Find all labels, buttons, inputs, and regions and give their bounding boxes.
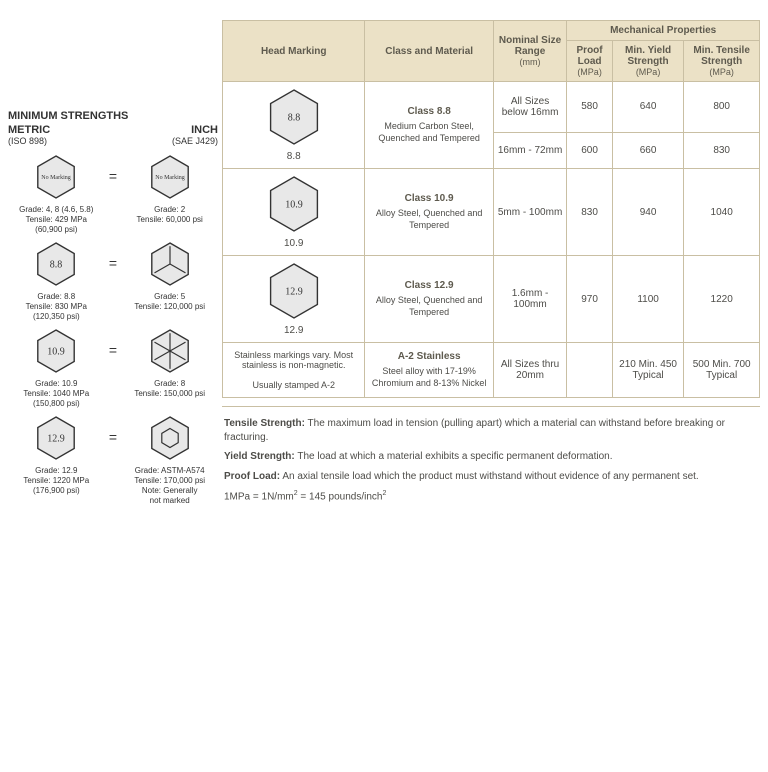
hexagon-icon [147, 415, 193, 461]
inch-text: Grade: 5Tensile: 120,000 psi [121, 292, 218, 312]
metric-text: Grade: 12.9Tensile: 1220 MPa(176,900 psi… [8, 466, 105, 496]
inch-text: Grade: ASTM-A574Tensile: 170,000 psiNote… [121, 466, 218, 506]
hexagon-icon: 12.9 [33, 415, 79, 461]
cell-range: 5mm - 100mm [493, 169, 567, 256]
cell-yield: 1100 [612, 256, 684, 343]
inch-sub: (SAE J429) [117, 136, 218, 146]
comparison-row: 10.9 Grade: 10.9Tensile: 1040 MPa(150,800… [8, 328, 218, 409]
cell-range: All Sizes thru 20mm [493, 343, 567, 398]
cell-tensile: 800 [684, 82, 760, 133]
metric-sub: (ISO 898) [8, 136, 109, 146]
inch-text: Grade: 2Tensile: 60,000 psi [121, 205, 218, 225]
cell-yield: 640 [612, 82, 684, 133]
table-row: 12.912.9Class 12.9Alloy Steel, Quenched … [223, 256, 760, 343]
metric-label: METRIC [8, 124, 109, 136]
svg-text:No Marking: No Marking [42, 175, 72, 181]
svg-text:10.9: 10.9 [285, 199, 303, 210]
inch-text: Grade: 8Tensile: 150,000 psi [121, 379, 218, 399]
inch-label: INCH [117, 124, 218, 136]
strength-table: Head Marking Class and Material Nominal … [222, 20, 760, 398]
cell-proof: 580 [567, 82, 612, 133]
svg-text:12.9: 12.9 [48, 433, 66, 444]
cell-marking: Stainless markings vary. Most stainless … [223, 343, 365, 398]
table-row: 8.88.8Class 8.8Medium Carbon Steel, Quen… [223, 82, 760, 133]
th-tensile: Min. Tensile Strength(MPa) [684, 41, 760, 82]
cell-marking: 10.910.9 [223, 169, 365, 256]
cell-tensile: 1040 [684, 169, 760, 256]
left-title: MINIMUM STRENGTHS [8, 110, 218, 122]
def-tensile: Tensile Strength: The maximum load in te… [224, 417, 758, 444]
cell-yield: 940 [612, 169, 684, 256]
left-comparison-panel: MINIMUM STRENGTHS METRIC (ISO 898) INCH … [8, 20, 218, 514]
def-yield: Yield Strength: The load at which a mate… [224, 450, 758, 464]
hexagon-icon [147, 328, 193, 374]
hexagon-icon: 8.8 [33, 241, 79, 287]
cell-yield: 210 Min. 450 Typical [612, 343, 684, 398]
hexagon-icon: 10.9 [265, 175, 323, 233]
hexagon-icon: 8.8 [265, 88, 323, 146]
cell-marking: 8.88.8 [223, 82, 365, 169]
table-row: Stainless markings vary. Most stainless … [223, 343, 760, 398]
th-mech: Mechanical Properties [567, 21, 760, 41]
svg-text:10.9: 10.9 [48, 346, 66, 357]
definitions: Tensile Strength: The maximum load in te… [222, 406, 760, 514]
def-conv: 1MPa = 1N/mm2 = 145 pounds/inch2 [224, 489, 758, 504]
metric-text: Grade: 8.8Tensile: 830 MPa(120,350 psi) [8, 292, 105, 322]
def-proof: Proof Load: An axial tensile load which … [224, 470, 758, 484]
metric-text: Grade: 10.9Tensile: 1040 MPa(150,800 psi… [8, 379, 105, 409]
hexagon-icon: No Marking [147, 154, 193, 200]
cell-proof: 600 [567, 132, 612, 168]
cell-proof: 830 [567, 169, 612, 256]
cell-class: Class 12.9Alloy Steel, Quenched and Temp… [365, 256, 493, 343]
comparison-row: No Marking Grade: 4, 8 (4.6, 5.8)Tensile:… [8, 154, 218, 235]
comparison-row: 8.8 Grade: 8.8Tensile: 830 MPa(120,350 ps… [8, 241, 218, 322]
cell-class: Class 8.8Medium Carbon Steel, Quenched a… [365, 82, 493, 169]
hexagon-icon: 12.9 [265, 262, 323, 320]
table-row: 10.910.9Class 10.9Alloy Steel, Quenched … [223, 169, 760, 256]
th-class: Class and Material [365, 21, 493, 82]
hexagon-icon: No Marking [33, 154, 79, 200]
th-proof: Proof Load(MPa) [567, 41, 612, 82]
cell-yield: 660 [612, 132, 684, 168]
svg-text:8.8: 8.8 [287, 112, 300, 123]
cell-tensile: 1220 [684, 256, 760, 343]
cell-range: All Sizes below 16mm [493, 82, 567, 133]
cell-class: A-2 StainlessSteel alloy with 17-19% Chr… [365, 343, 493, 398]
svg-text:12.9: 12.9 [285, 286, 303, 297]
comparison-row: 12.9 Grade: 12.9Tensile: 1220 MPa(176,900… [8, 415, 218, 506]
main-table-panel: Head Marking Class and Material Nominal … [222, 20, 760, 514]
th-size: Nominal Size Range (mm) [493, 21, 567, 82]
cell-proof [567, 343, 612, 398]
cell-tensile: 500 Min. 700 Typical [684, 343, 760, 398]
cell-tensile: 830 [684, 132, 760, 168]
hexagon-icon: 10.9 [33, 328, 79, 374]
svg-text:8.8: 8.8 [50, 259, 63, 270]
metric-text: Grade: 4, 8 (4.6, 5.8)Tensile: 429 MPa(6… [8, 205, 105, 235]
th-marking: Head Marking [223, 21, 365, 82]
cell-marking: 12.912.9 [223, 256, 365, 343]
svg-text:No Marking: No Marking [155, 175, 185, 181]
th-yield: Min. Yield Strength(MPa) [612, 41, 684, 82]
cell-class: Class 10.9Alloy Steel, Quenched and Temp… [365, 169, 493, 256]
cell-range: 1.6mm - 100mm [493, 256, 567, 343]
hexagon-icon [147, 241, 193, 287]
cell-proof: 970 [567, 256, 612, 343]
cell-range: 16mm - 72mm [493, 132, 567, 168]
